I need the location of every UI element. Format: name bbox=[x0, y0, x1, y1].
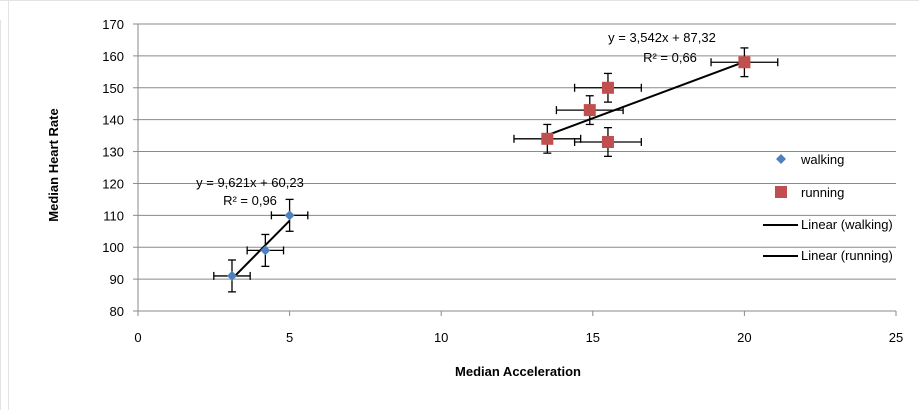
trendline-running bbox=[546, 60, 745, 137]
data-point-running bbox=[583, 104, 596, 117]
y-tick-label: 80 bbox=[110, 304, 124, 319]
x-tick-label: 25 bbox=[889, 330, 903, 345]
legend-label-walking: walking bbox=[800, 152, 844, 167]
legend-walking-diamond-icon bbox=[776, 154, 786, 164]
y-tick-label: 90 bbox=[110, 272, 124, 287]
data-point-walking bbox=[226, 270, 237, 281]
y-tick-label: 110 bbox=[103, 208, 124, 223]
x-tick-label: 5 bbox=[286, 330, 293, 345]
x-tick-label: 15 bbox=[586, 330, 600, 345]
data-point-walking bbox=[284, 210, 295, 221]
x-tick-label: 10 bbox=[434, 330, 448, 345]
axes bbox=[133, 23, 897, 316]
x-tick-label: 20 bbox=[737, 330, 751, 345]
legend-running-square-icon bbox=[775, 186, 787, 198]
y-tick-label: 160 bbox=[102, 49, 124, 64]
running-trendline-r2: R² = 0,66 bbox=[643, 50, 697, 65]
y-tick-label: 170 bbox=[102, 17, 124, 32]
y-tick-label: 100 bbox=[102, 240, 124, 255]
error-bars bbox=[213, 47, 779, 293]
y-tick-label: 140 bbox=[102, 113, 124, 128]
y-tick-label: 120 bbox=[102, 176, 124, 191]
data-point-running bbox=[601, 135, 614, 148]
x-axis-title: Median Acceleration bbox=[455, 364, 581, 379]
y-tick-label: 150 bbox=[102, 81, 124, 96]
data-point-walking bbox=[260, 245, 271, 256]
data-point-running bbox=[541, 132, 554, 145]
legend-label-linear-running: Linear (running) bbox=[801, 248, 893, 263]
y-tick-label: 130 bbox=[102, 145, 124, 160]
sheet-gridline bbox=[0, 20, 1, 410]
sheet-gridline bbox=[0, 0, 919, 1]
legend-label-running: running bbox=[801, 185, 844, 200]
walking-trendline-equation: y = 9,621x + 60,23 bbox=[196, 175, 304, 190]
legend[interactable]: walking running Linear (walking) Linear … bbox=[763, 152, 893, 263]
x-tick-label: 0 bbox=[134, 330, 141, 345]
trendlines bbox=[231, 60, 745, 280]
walking-trendline-r2: R² = 0,96 bbox=[223, 193, 277, 208]
running-trendline-equation: y = 3,542x + 87,32 bbox=[608, 30, 716, 45]
data-markers bbox=[226, 56, 751, 281]
sheet-gridline bbox=[8, 0, 9, 410]
y-axis-title: Median Heart Rate bbox=[46, 108, 61, 221]
gridlines bbox=[138, 23, 896, 280]
legend-label-linear-walking: Linear (walking) bbox=[801, 217, 893, 232]
tick-labels: 80 90 100 110 120 130 140 150 160 170 0 5 10 15 20 25 bbox=[102, 17, 903, 345]
data-point-running bbox=[601, 81, 614, 94]
data-point-running bbox=[738, 56, 751, 69]
